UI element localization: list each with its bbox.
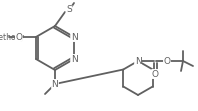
Text: N: N	[71, 33, 77, 42]
Text: N: N	[52, 79, 58, 88]
Text: O: O	[152, 69, 159, 78]
Text: O: O	[15, 33, 22, 42]
Text: S: S	[66, 6, 72, 15]
Text: O: O	[164, 56, 170, 65]
Text: N: N	[135, 56, 141, 65]
Text: methoxy: methoxy	[0, 33, 25, 42]
Text: N: N	[71, 55, 77, 63]
